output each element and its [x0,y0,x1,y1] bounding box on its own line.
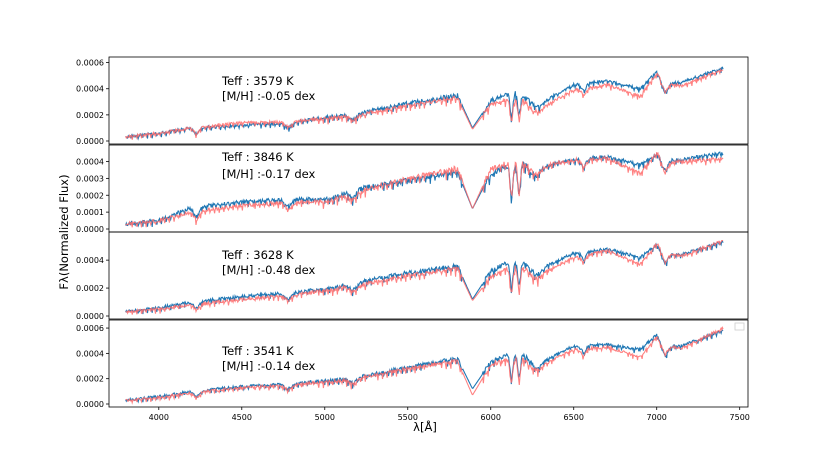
spectrum-series-observed [125,240,724,315]
panel-2-plot: 0.0000 0.0001 0.0002 0.0003 0.0004 [76,144,749,234]
y-tick-label: 0.0004 [76,85,104,94]
spectrum-series-model [125,151,724,228]
x-tick-label: 6000 [481,413,501,422]
spectrum-series-observed [125,66,724,141]
y-tick-label: 0.0004 [76,158,104,167]
y-tick-label: 0.0001 [76,208,104,217]
metallicity-annotation-3: [M/H] :-0.48 dex [222,263,316,277]
x-tick-label: 4000 [149,413,169,422]
y-tick-label: 0.0002 [76,375,104,384]
y-tick-label: 0.0002 [76,284,104,293]
y-axis-title: Fλ(Normalized Flux) [57,174,71,289]
x-tick-label: 7000 [647,413,667,422]
y-tick-label: 0.0002 [76,111,104,120]
y-tick-label: 0.0003 [76,174,104,183]
y-tick-label: 0.0000 [76,400,104,409]
metallicity-annotation-1: [M/H] :-0.05 dex [222,89,316,103]
teff-annotation-3: Teff : 3628 K [221,248,294,262]
spectrum-series-model [125,240,724,315]
teff-annotation-1: Teff : 3579 K [221,74,294,88]
panel-frame [108,319,749,408]
spectrum-series-observed [125,151,724,228]
panel-2: Teff : 3846 K [M/H] :-0.17 dex [221,150,316,181]
y-tick-label: 0.0000 [76,137,104,146]
spectrum-series-model [125,67,724,141]
legend-box [734,322,745,331]
x-tick-label: 7500 [730,413,750,422]
panel-4: Teff : 3541 K [M/H] :-0.14 dex [221,344,316,373]
spectrum-series-model [125,326,724,405]
y-tick-label: 0.0000 [76,312,104,321]
panel-frame [108,231,749,320]
y-tick-label: 0.0004 [76,349,104,358]
x-tick-label: 5000 [315,413,335,422]
panel-4-plot: 0.0000 0.0002 0.0004 0.0006 [76,319,749,409]
y-tick-label: 0.0000 [76,225,104,234]
x-tick-label: 5500 [398,413,418,422]
panel-frame [108,56,749,145]
panel-1: Teff : 3579 K [M/H] :-0.05 dex [221,74,316,103]
x-tick-label: 6500 [564,413,584,422]
y-tick-label: 0.0002 [76,191,104,200]
x-axis-title: λ[Å] [413,419,437,434]
panel-3-plot: 0.0000 0.0002 0.0004 [76,231,749,321]
x-tick-label: 4500 [232,413,252,422]
spectrum-series-observed [125,329,724,404]
metallicity-annotation-2: [M/H] :-0.17 dex [222,167,316,181]
panel-3: Teff : 3628 K [M/H] :-0.48 dex [221,248,316,277]
panel-1-plot: 0.0000 0.0002 0.0004 0.0006 [76,56,749,146]
teff-annotation-4: Teff : 3541 K [221,344,294,358]
y-tick-label: 0.0004 [76,256,104,265]
y-tick-label: 0.0006 [76,324,104,333]
y-tick-label: 0.0006 [76,59,104,68]
x-axis: 4000 4500 5000 5500 6000 6500 7000 7500 [149,407,750,422]
teff-annotation-2: Teff : 3846 K [221,150,294,164]
metallicity-annotation-4: [M/H] :-0.14 dex [222,359,316,373]
